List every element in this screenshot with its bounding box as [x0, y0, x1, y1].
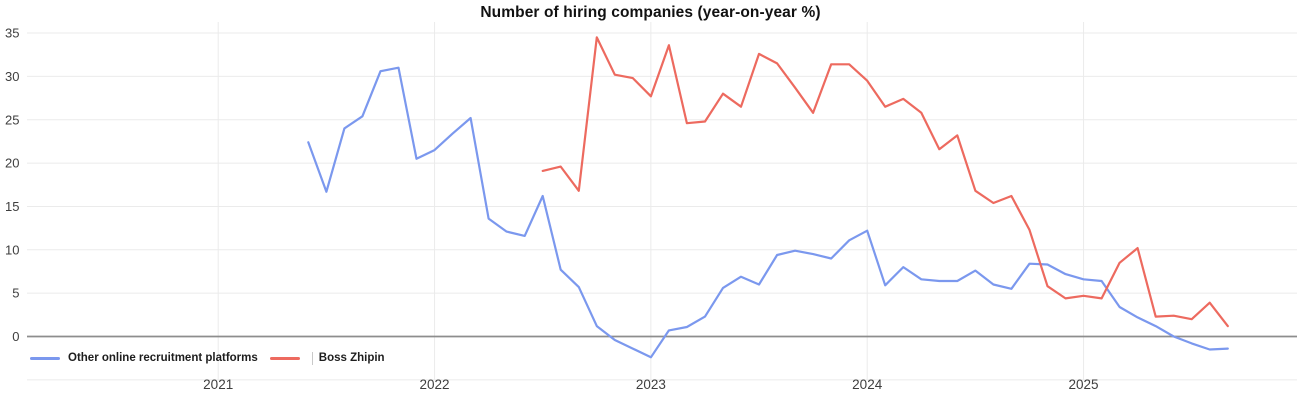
x-tick-label: 2025 [1069, 377, 1099, 392]
x-tick-label: 2022 [420, 377, 450, 392]
legend-swatch-other-platforms [30, 356, 60, 360]
series-line-other-online-recruitment-platforms[interactable] [307, 66, 1229, 359]
y-tick-label: 15 [5, 199, 19, 214]
y-tick-label: 35 [5, 26, 19, 41]
legend-item-other-platforms[interactable]: Other online recruitment platforms [30, 352, 258, 364]
y-tick-label: 20 [5, 156, 19, 171]
series-line-boss-zhipin[interactable] [541, 36, 1229, 328]
x-tick-label: 2023 [636, 377, 666, 392]
y-tick-label: 25 [5, 112, 19, 127]
legend-separator [311, 351, 313, 365]
x-tick-label: 2024 [852, 377, 883, 392]
y-tick-label: 5 [12, 286, 19, 301]
x-tick-label: 2021 [203, 377, 233, 392]
legend-label-boss-zhipin: Boss Zhipin [318, 352, 385, 364]
legend-item-boss-zhipin-label[interactable]: Boss Zhipin [319, 352, 385, 364]
y-tick-label: 0 [12, 329, 19, 344]
y-tick-label: 10 [5, 242, 19, 257]
chart-title: Number of hiring companies (year-on-year… [480, 4, 821, 21]
y-tick-label: 30 [5, 69, 19, 84]
legend-label-other-platforms: Other online recruitment platforms [68, 352, 258, 364]
legend: Other online recruitment platforms Boss … [30, 350, 385, 366]
legend-swatch-boss-zhipin [269, 356, 300, 360]
legend-item-boss-zhipin[interactable] [269, 356, 300, 360]
